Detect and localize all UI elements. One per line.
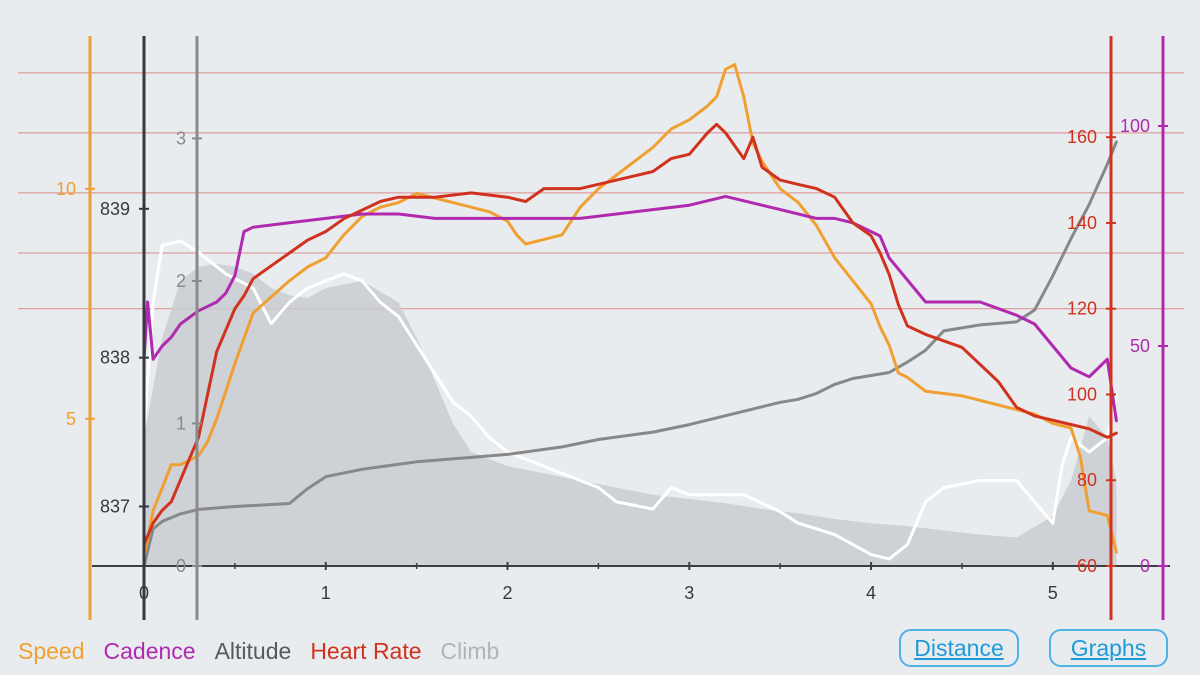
legend-cadence[interactable]: Cadence bbox=[103, 638, 196, 664]
climb-area bbox=[144, 263, 1117, 566]
cadence-line bbox=[142, 194, 1118, 423]
heart-rate-tick-label: 120 bbox=[1067, 299, 1097, 319]
legend-heart-rate[interactable]: Heart Rate bbox=[310, 638, 422, 664]
x-tick-label: 3 bbox=[684, 583, 694, 603]
heart-rate-line bbox=[142, 122, 1118, 547]
altitude-tick-label: 839 bbox=[100, 199, 130, 219]
heart-rate-tick-label: 160 bbox=[1067, 127, 1097, 147]
altitude-tick-label: 837 bbox=[100, 496, 130, 516]
distance-button[interactable]: Distance bbox=[899, 629, 1019, 667]
x-tick-label: 4 bbox=[866, 583, 876, 603]
heart-rate-tick-label: 60 bbox=[1077, 556, 1097, 576]
x-tick-label: 2 bbox=[503, 583, 513, 603]
legend: Speed Cadence Altitude Heart Rate Climb bbox=[18, 638, 499, 665]
speed-tick-label: 5 bbox=[66, 409, 76, 429]
legend-altitude[interactable]: Altitude bbox=[214, 638, 292, 664]
cadence-tick-label: 0 bbox=[1140, 556, 1150, 576]
heart-rate-tick-label: 140 bbox=[1067, 213, 1097, 233]
heart-rate-tick-label: 100 bbox=[1067, 384, 1097, 404]
climb-tick-label: 1 bbox=[176, 413, 186, 433]
x-tick-label: 5 bbox=[1048, 583, 1058, 603]
speed-tick-label: 10 bbox=[56, 179, 76, 199]
climb-line bbox=[142, 239, 1118, 561]
altitude-tick-label: 838 bbox=[100, 348, 130, 368]
cadence-tick-label: 100 bbox=[1120, 116, 1150, 136]
legend-climb[interactable]: Climb bbox=[440, 638, 500, 664]
climb-tick-label: 0 bbox=[176, 556, 186, 576]
x-tick-label: 1 bbox=[321, 583, 331, 603]
legend-speed[interactable]: Speed bbox=[18, 638, 85, 664]
climb-tick-label: 3 bbox=[176, 128, 186, 148]
heart-rate-tick-label: 80 bbox=[1077, 470, 1097, 490]
cadence-tick-label: 50 bbox=[1130, 336, 1150, 356]
climb-tick-label: 2 bbox=[176, 271, 186, 291]
graphs-button[interactable]: Graphs bbox=[1049, 629, 1168, 667]
speed-line bbox=[142, 63, 1118, 559]
